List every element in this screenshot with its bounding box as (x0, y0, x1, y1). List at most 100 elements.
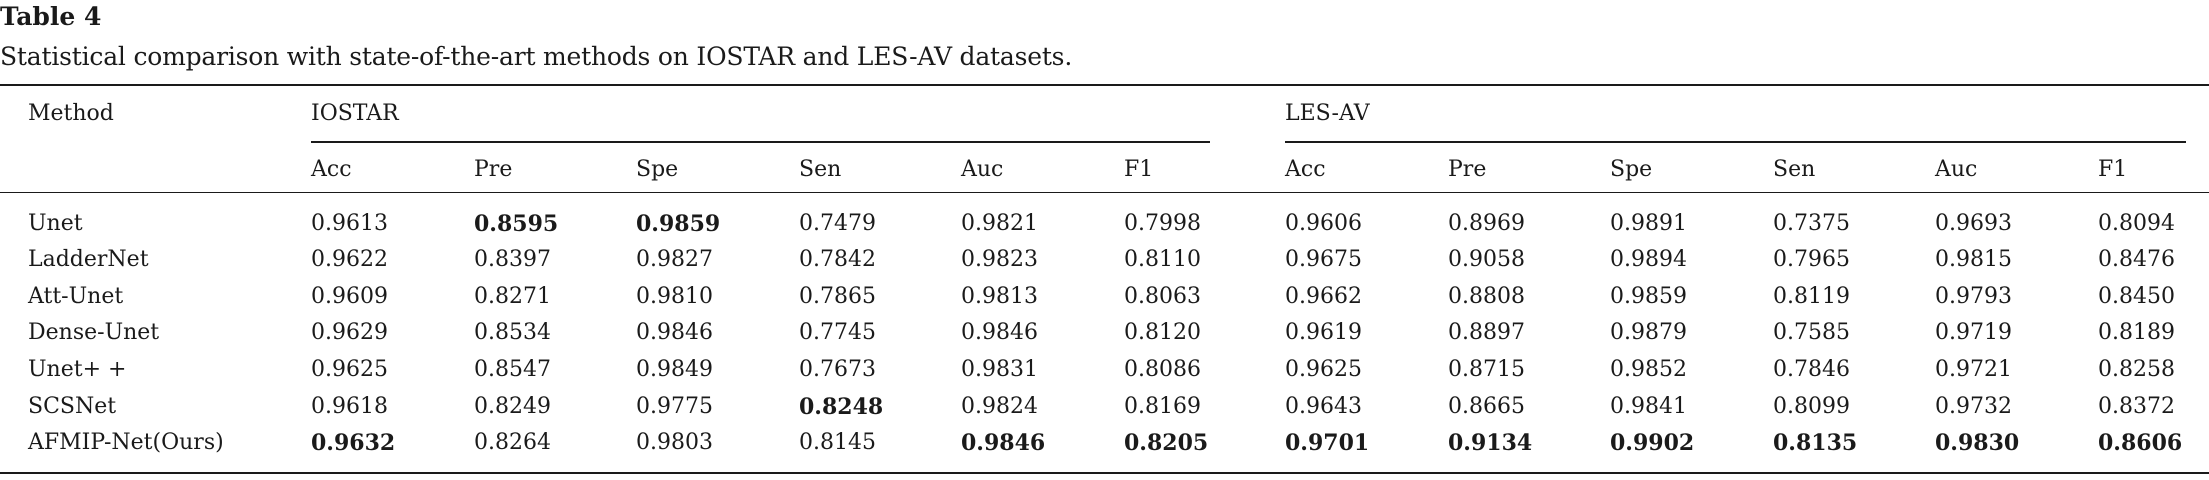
table-cell-value: 0.9719 (1935, 320, 2012, 345)
table-cell-value: 0.9632 (311, 430, 396, 456)
table-cell-value: 0.8110 (1124, 247, 1201, 272)
table-cell-value: 0.8189 (2098, 320, 2175, 345)
table-cell-value: 0.7673 (799, 357, 876, 382)
table-cell-value: 0.9846 (636, 320, 713, 345)
column-header-lesav-sen: Sen (1773, 157, 1816, 182)
table-cell-value: 0.8271 (474, 284, 551, 309)
table-cell-value: 0.8397 (474, 247, 551, 272)
table-cell-value: 0.8249 (474, 394, 551, 419)
table-cell-value: 0.8476 (2098, 247, 2175, 272)
table-cell-value: 0.9701 (1285, 430, 1370, 456)
table-cell-value: 0.9821 (961, 211, 1038, 236)
table-caption-label: Table 4 (0, 2, 102, 31)
table-cell-value: 0.9643 (1285, 394, 1362, 419)
table-cell-value: 0.9846 (961, 430, 1046, 456)
table-cell-value: 0.9852 (1610, 357, 1687, 382)
table-cell-value: 0.9859 (636, 211, 721, 237)
table-cell-value: 0.9134 (1448, 430, 1533, 456)
table-cell-value: 0.7745 (799, 320, 876, 345)
table-cell-value: 0.9619 (1285, 320, 1362, 345)
group-header-lesav: LES-AV (1285, 101, 1370, 126)
table-cell-value: 0.8969 (1448, 211, 1525, 236)
table-cell-value: 0.9629 (311, 320, 388, 345)
table-cell-value: 0.7865 (799, 284, 876, 309)
table-cell-value: 0.9827 (636, 247, 713, 272)
column-header-lesav-pre: Pre (1448, 157, 1487, 182)
table-cell-value: 0.9618 (311, 394, 388, 419)
table-cell-value: 0.9849 (636, 357, 713, 382)
table-cell-value: 0.9625 (311, 357, 388, 382)
row-method-label: Unet (28, 211, 83, 236)
table-cell-value: 0.9793 (1935, 284, 2012, 309)
table-cell-value: 0.7842 (799, 247, 876, 272)
table-cell-value: 0.8264 (474, 430, 551, 455)
column-header-iostar-pre: Pre (474, 157, 513, 182)
table-top-rule (0, 84, 2209, 86)
table-cell-value: 0.9841 (1610, 394, 1687, 419)
table-cell-value: 0.9902 (1610, 430, 1695, 456)
table-cell-value: 0.8450 (2098, 284, 2175, 309)
table-cell-value: 0.8086 (1124, 357, 1201, 382)
table-cell-value: 0.9662 (1285, 284, 1362, 309)
header-bottom-rule (0, 192, 2209, 193)
column-header-iostar-acc: Acc (311, 157, 352, 182)
group-header-iostar: IOSTAR (311, 101, 399, 126)
iostar-group-rule (311, 141, 1210, 143)
table-cell-value: 0.7375 (1773, 211, 1850, 236)
table-cell-value: 0.8099 (1773, 394, 1850, 419)
table-cell-value: 0.8135 (1773, 430, 1858, 456)
table-cell-value: 0.9894 (1610, 247, 1687, 272)
table-cell-value: 0.7846 (1773, 357, 1850, 382)
column-header-lesav-auc: Auc (1935, 157, 1978, 182)
column-header-iostar-auc: Auc (961, 157, 1004, 182)
row-method-label: AFMIP-Net(Ours) (28, 430, 224, 455)
table-cell-value: 0.9613 (311, 211, 388, 236)
column-header-lesav-acc: Acc (1285, 157, 1326, 182)
method-column-header: Method (28, 101, 114, 126)
table-cell-value: 0.9830 (1935, 430, 2020, 456)
table-cell-value: 0.8205 (1124, 430, 1209, 456)
table-cell-value: 0.9846 (961, 320, 1038, 345)
table-cell-value: 0.9732 (1935, 394, 2012, 419)
column-header-iostar-f1: F1 (1124, 157, 1154, 182)
table-cell-value: 0.9721 (1935, 357, 2012, 382)
table-cell-value: 0.7585 (1773, 320, 1850, 345)
table-cell-value: 0.9859 (1610, 284, 1687, 309)
table-cell-value: 0.9058 (1448, 247, 1525, 272)
table-cell-value: 0.9810 (636, 284, 713, 309)
table-cell-value: 0.9625 (1285, 357, 1362, 382)
table-cell-value: 0.8715 (1448, 357, 1525, 382)
table-cell-value: 0.8145 (799, 430, 876, 455)
row-method-label: LadderNet (28, 247, 149, 272)
table-cell-value: 0.9803 (636, 430, 713, 455)
table-cell-value: 0.8120 (1124, 320, 1201, 345)
table-cell-value: 0.9606 (1285, 211, 1362, 236)
table-cell-value: 0.8534 (474, 320, 551, 345)
row-method-label: Unet+ + (28, 357, 127, 382)
table-cell-value: 0.9609 (311, 284, 388, 309)
table-cell-value: 0.8897 (1448, 320, 1525, 345)
row-method-label: Att-Unet (28, 284, 124, 309)
column-header-iostar-sen: Sen (799, 157, 842, 182)
row-method-label: SCSNet (28, 394, 117, 419)
column-header-lesav-f1: F1 (2098, 157, 2128, 182)
table-cell-value: 0.9622 (311, 247, 388, 272)
table-cell-value: 0.8808 (1448, 284, 1525, 309)
table-cell-value: 0.9823 (961, 247, 1038, 272)
table-cell-value: 0.8248 (799, 394, 884, 420)
table-cell-value: 0.7998 (1124, 211, 1201, 236)
table-cell-value: 0.9675 (1285, 247, 1362, 272)
table-caption-text: Statistical comparison with state-of-the… (0, 42, 1073, 71)
table-cell-value: 0.9775 (636, 394, 713, 419)
table-bottom-rule (0, 472, 2209, 474)
table-cell-value: 0.8547 (474, 357, 551, 382)
column-header-lesav-spe: Spe (1610, 157, 1653, 182)
table-cell-value: 0.8169 (1124, 394, 1201, 419)
column-header-iostar-spe: Spe (636, 157, 679, 182)
table-cell-value: 0.8372 (2098, 394, 2175, 419)
table-cell-value: 0.7479 (799, 211, 876, 236)
table-cell-value: 0.9879 (1610, 320, 1687, 345)
table-cell-value: 0.7965 (1773, 247, 1850, 272)
table-cell-value: 0.9815 (1935, 247, 2012, 272)
table-cell-value: 0.8606 (2098, 430, 2183, 456)
